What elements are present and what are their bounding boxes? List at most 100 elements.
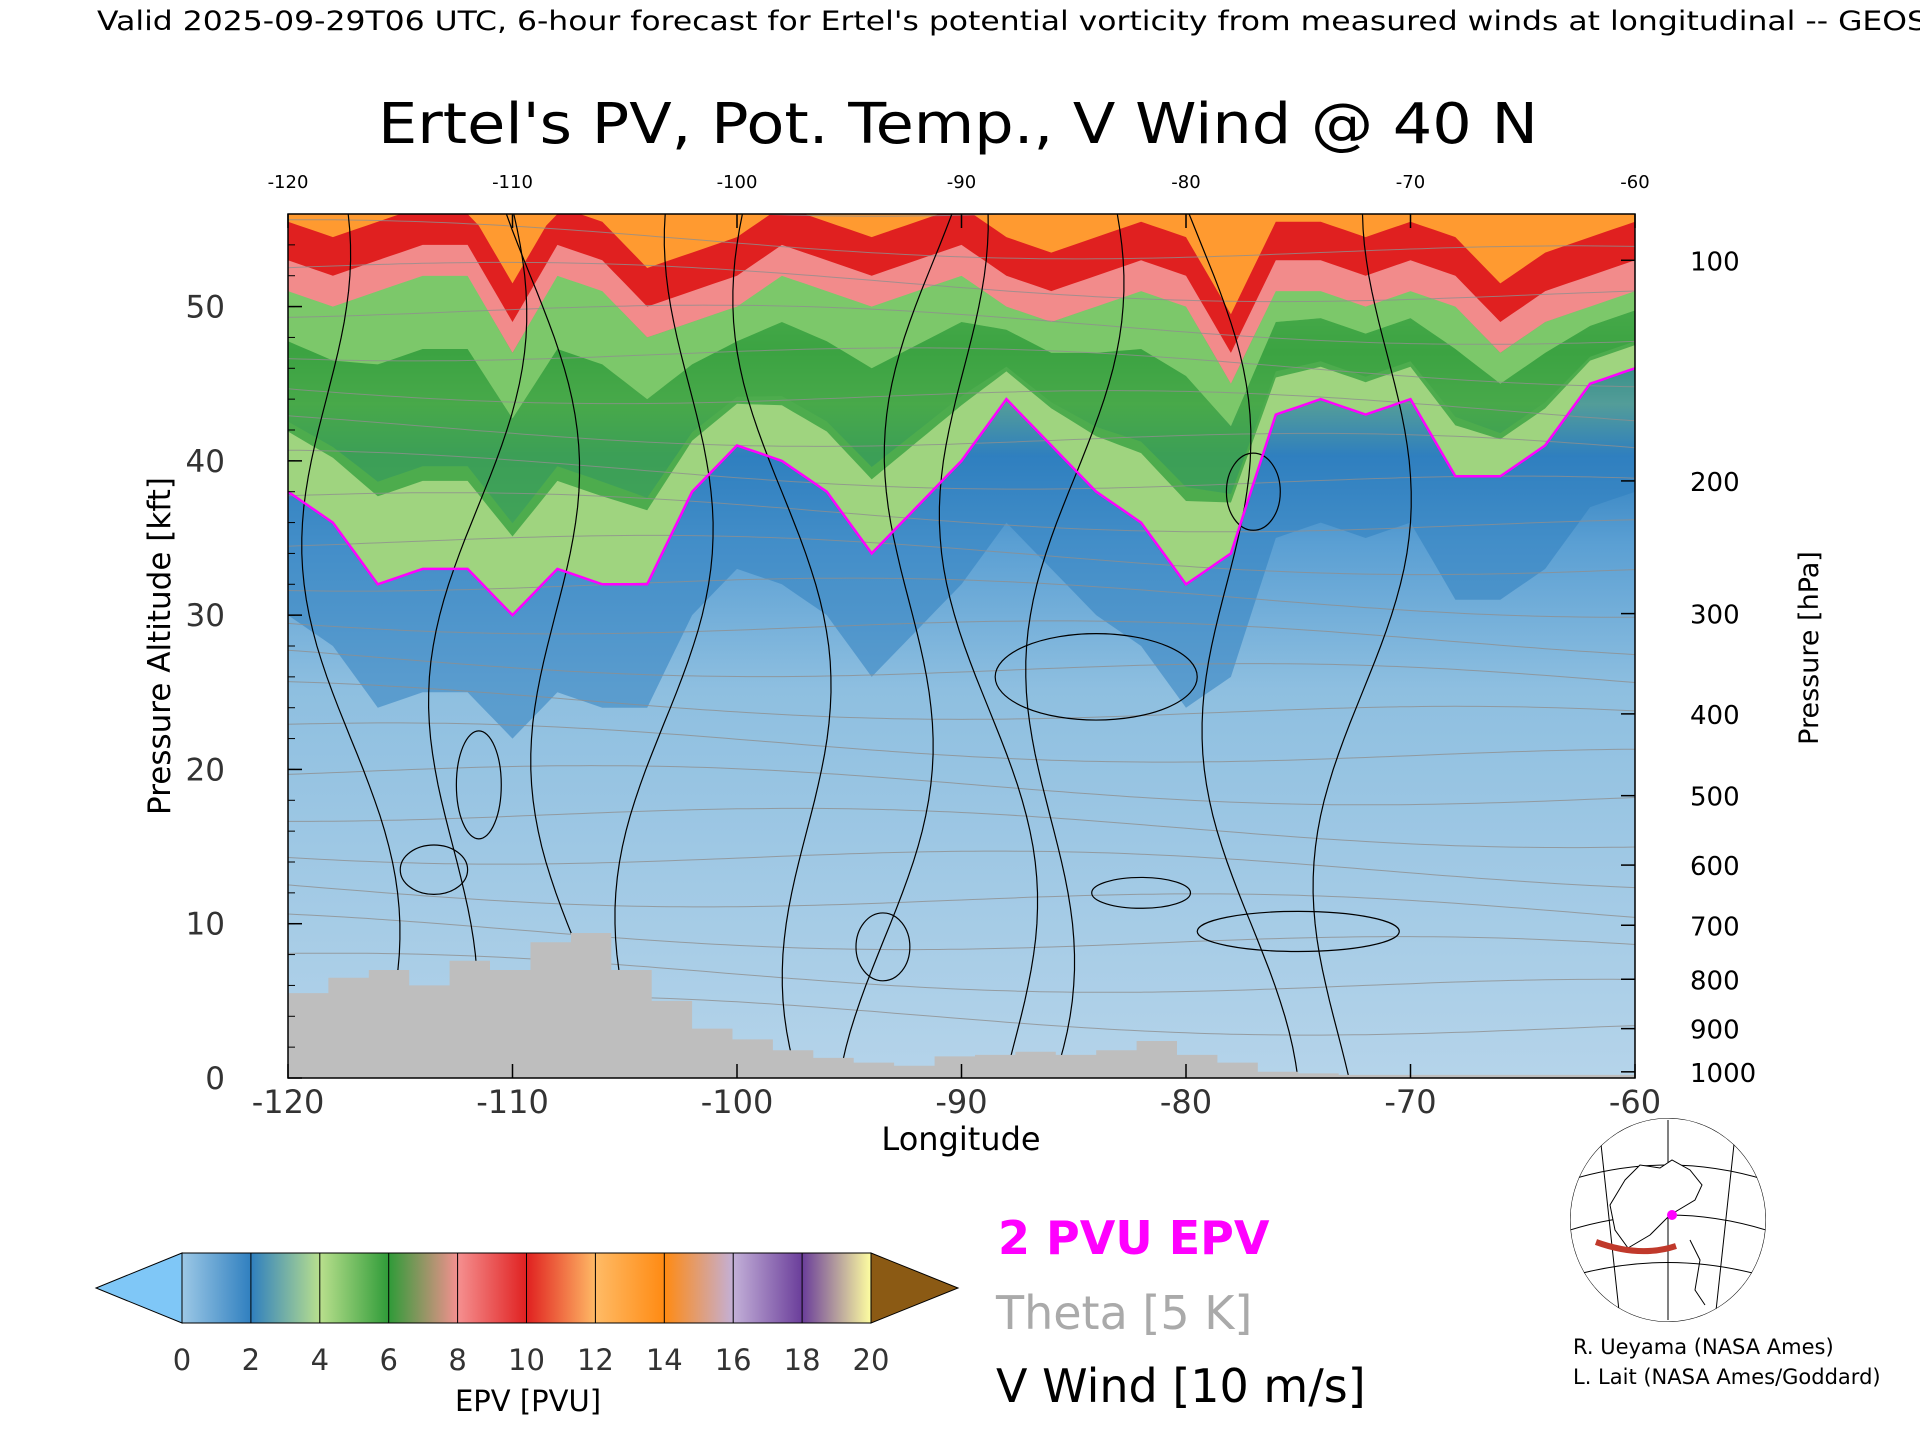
y-right-tick-label: 800 (1690, 966, 1740, 996)
x-tick-label: -110 (476, 1083, 549, 1121)
y-right-tick-label: 700 (1690, 912, 1740, 942)
colorbar-segment (182, 1253, 252, 1323)
vwind-contour-loop (855, 912, 911, 982)
colorbar-tick-label: 16 (715, 1343, 752, 1377)
vwind-contour-loop (1091, 876, 1192, 909)
colorbar-segment (733, 1253, 803, 1323)
map-40n-highlight (1594, 1239, 1677, 1255)
y-tick-label: 20 (186, 752, 225, 788)
theta-contour (288, 534, 1635, 576)
y-right-tick-label: 300 (1690, 601, 1740, 631)
colorbar-tick-label: 6 (379, 1343, 397, 1377)
vwind-contour (301, 214, 401, 1078)
vwind-contour-loop (994, 633, 1198, 721)
axis-ticks-layer: -120 -110 -100 -90 -80 -70 -60 -120 -110 -100 -90 -… (186, 172, 1757, 1121)
x-top-tick-label: -80 (1171, 172, 1200, 193)
colorbar-segment (388, 1253, 459, 1323)
colorbar-frame (181, 1252, 872, 1324)
x-tick-label: -60 (1609, 1083, 1661, 1121)
terrain-mask (288, 933, 1635, 1078)
pv-band-12plus (288, 214, 1635, 315)
theta-contour (288, 347, 1635, 388)
vwind-contour (614, 214, 714, 1078)
plot-area: -120 -110 -100 -90 -80 -70 -60 -120 -110 -100 -90 -… (186, 172, 1757, 1121)
colorbar-segment (802, 1253, 872, 1323)
x-top-tick-label: -110 (492, 172, 533, 193)
theta-contour (288, 765, 1635, 806)
vwind-contour (427, 214, 528, 1078)
vwind-contour (938, 214, 1039, 1078)
theta-contour (288, 577, 1635, 618)
chart-title: Ertel's PV, Pot. Temp., V Wind @ 40 N (378, 92, 1538, 157)
x-tick-label: -70 (1384, 1083, 1436, 1121)
theta-contour (288, 304, 1635, 345)
colorbar-tick-label: 18 (784, 1343, 821, 1377)
theta-contour (288, 415, 1635, 449)
y-tick-label: 50 (186, 290, 225, 326)
theta-contour (288, 884, 1635, 918)
colorbar-segment (457, 1253, 527, 1323)
colorbar-label: EPV [PVU] (455, 1384, 601, 1418)
x-tick-label: -80 (1160, 1083, 1212, 1121)
two-pvu-contour (288, 367, 1635, 617)
y-right-tick-label: 500 (1690, 783, 1740, 813)
y-right-tick-label: 100 (1690, 247, 1740, 277)
legend-vwind: V Wind [10 m/s] (996, 1359, 1366, 1413)
colorbar-tick-label: 20 (853, 1343, 890, 1377)
colorbar-tick-label: 8 (448, 1343, 466, 1377)
pv-band-4to6 (288, 310, 1635, 537)
y-tick-label: 10 (186, 907, 225, 943)
x-top-tick-label: -90 (947, 172, 976, 193)
x-tick-label: -120 (252, 1083, 325, 1121)
colorbar-tick-label: 10 (508, 1343, 545, 1377)
legend-theta: Theta [5 K] (995, 1286, 1252, 1340)
locator-map (1535, 1118, 1766, 1322)
x-top-tick-label: -70 (1396, 172, 1425, 193)
colorbar-segment (250, 1253, 321, 1323)
vwind-contour (838, 214, 953, 1078)
y-right-tick-label: 600 (1690, 852, 1740, 882)
vwind-contour-loop (1196, 910, 1400, 953)
x-top-tick-label: -120 (268, 172, 309, 193)
legend-2pvu: 2 PVU EPV (998, 1211, 1270, 1265)
theta-contour (288, 807, 1635, 849)
x-tick-label: -90 (935, 1083, 987, 1121)
valid-time-line: Valid 2025-09-29T06 UTC, 6-hour forecast… (97, 6, 1920, 37)
colorbar-under-arrow (94, 1252, 183, 1324)
credit-line-2: L. Lait (NASA Ames/Goddard) (1573, 1365, 1881, 1389)
credit-line-1: R. Ueyama (NASA Ames) (1573, 1335, 1834, 1359)
y-right-tick-label: 1000 (1690, 1059, 1756, 1089)
theta-contour (288, 620, 1635, 656)
colorbar-segment (595, 1253, 665, 1323)
x-top-tick-label: -60 (1620, 172, 1649, 193)
legend: 2 PVU EPV Theta [5 K] V Wind [10 m/s] (995, 1211, 1366, 1413)
pv-band-1to2 (288, 368, 1635, 739)
y-right-tick-label: 900 (1690, 1016, 1740, 1046)
theta-contour (288, 681, 1635, 720)
vwind-contour-loop (455, 730, 502, 840)
y-tick-label: 0 (205, 1061, 225, 1097)
theta-contour (288, 913, 1635, 951)
y-tick-label: 30 (186, 598, 225, 634)
y-axis-label-left: Pressure Altitude [kft] (142, 477, 178, 815)
y-tick-label: 40 (186, 444, 225, 480)
vwind-contour (732, 214, 832, 1078)
x-tick-label: -100 (701, 1083, 774, 1121)
colorbar-tick-label: 0 (173, 1343, 191, 1377)
theta-contour (288, 649, 1635, 683)
vwind-contour (1188, 214, 1299, 1078)
pv-band-2to4 (288, 341, 1635, 616)
colorbar-segment (664, 1253, 734, 1323)
vwind-contour (1312, 214, 1412, 1078)
colorbar-segment (526, 1253, 596, 1323)
pv-band-6to8 (288, 275, 1635, 427)
colorbar-tick-label: 4 (311, 1343, 329, 1377)
colorbar-tick-label: 14 (646, 1343, 683, 1377)
colorbar-segment (319, 1253, 390, 1323)
colorbar-over-arrow (870, 1252, 960, 1324)
y-axis-label-right: Pressure [hPa] (1794, 551, 1825, 745)
pv-band-10to12 (288, 214, 1635, 353)
colorbar-tick-label: 2 (242, 1343, 260, 1377)
y-right-tick-label: 200 (1690, 468, 1740, 498)
